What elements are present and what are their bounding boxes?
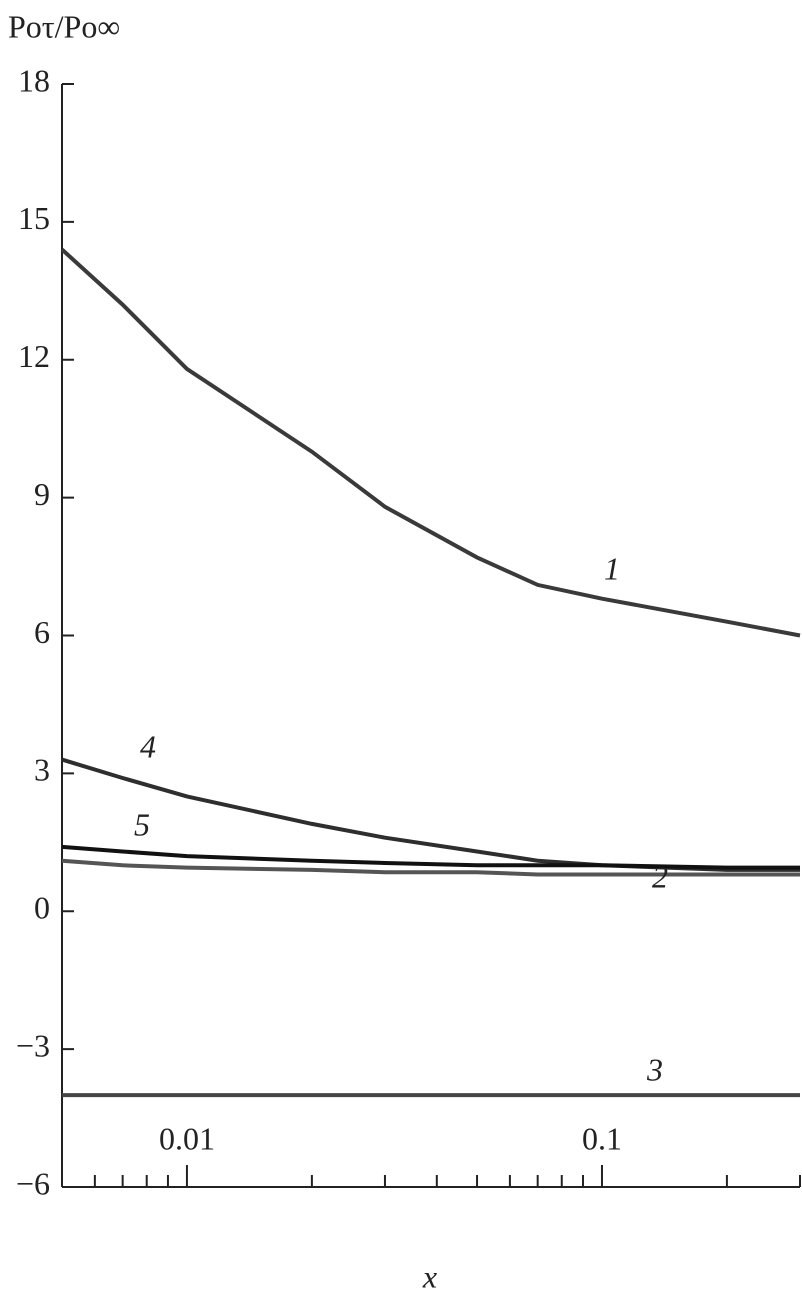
series-line	[61, 844, 800, 870]
y-tick-label: 3	[34, 752, 50, 788]
y-tick-label: 6	[34, 614, 50, 650]
series-label: 1	[604, 550, 620, 586]
y-tick-label: −3	[16, 1027, 50, 1063]
series-label: 2	[652, 858, 668, 894]
y-tick-label: 12	[18, 338, 50, 374]
y-tick-label: 9	[34, 476, 50, 512]
series-line	[61, 858, 800, 877]
series-label: 4	[140, 728, 156, 764]
y-axis-label: Poτ/Po∞	[8, 8, 120, 44]
y-tick-label: 18	[18, 62, 50, 98]
series-line	[60, 248, 801, 638]
y-tick-label: −6	[16, 1165, 50, 1201]
y-tick-label: 15	[18, 200, 50, 236]
series-label: 3	[646, 1051, 663, 1087]
series-label: 5	[134, 806, 150, 842]
x-axis-label: x	[422, 1258, 437, 1294]
x-tick-label: 0.1	[582, 1120, 622, 1156]
x-tick-label: 0.01	[159, 1120, 215, 1156]
y-tick-label: 0	[34, 890, 50, 926]
